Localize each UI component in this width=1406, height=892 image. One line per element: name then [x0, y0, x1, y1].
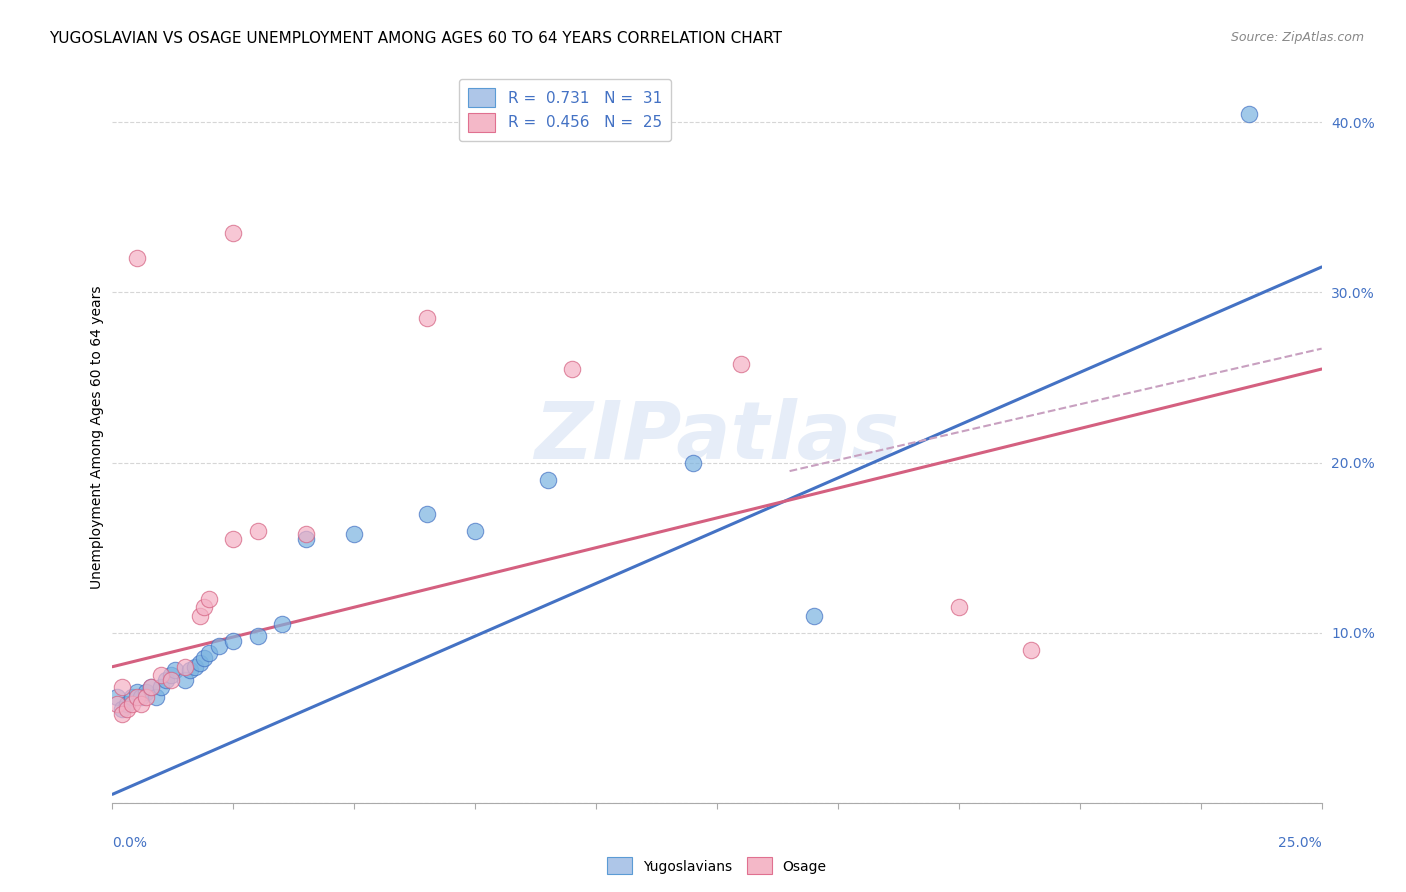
Point — [188, 657, 211, 671]
Point — [125, 690, 148, 705]
Point — [159, 673, 181, 688]
Point — [948, 600, 970, 615]
Point — [246, 524, 269, 538]
Point — [111, 707, 134, 722]
Point — [183, 659, 205, 673]
Point — [111, 680, 134, 694]
Point — [416, 311, 439, 326]
Y-axis label: Unemployment Among Ages 60 to 64 years: Unemployment Among Ages 60 to 64 years — [90, 285, 104, 589]
Point — [115, 702, 138, 716]
Point — [222, 634, 245, 648]
Point — [1237, 107, 1260, 121]
Point — [141, 680, 163, 694]
Point — [295, 527, 318, 541]
Point — [135, 685, 157, 699]
Point — [121, 690, 143, 705]
Point — [179, 663, 201, 677]
Point — [131, 697, 153, 711]
Point — [222, 226, 245, 240]
Point — [295, 532, 318, 546]
Point — [155, 673, 177, 688]
Point — [145, 690, 167, 705]
Text: 0.0%: 0.0% — [112, 836, 148, 850]
Point — [193, 600, 215, 615]
Point — [561, 362, 583, 376]
Point — [111, 702, 134, 716]
Point — [682, 456, 704, 470]
Text: YUGOSLAVIAN VS OSAGE UNEMPLOYMENT AMONG AGES 60 TO 64 YEARS CORRELATION CHART: YUGOSLAVIAN VS OSAGE UNEMPLOYMENT AMONG … — [49, 31, 782, 46]
Point — [246, 629, 269, 643]
Point — [141, 680, 163, 694]
Point — [198, 646, 221, 660]
Point — [115, 697, 138, 711]
Point — [131, 690, 153, 705]
Point — [135, 690, 157, 705]
Point — [198, 591, 221, 606]
Text: 25.0%: 25.0% — [1278, 836, 1322, 850]
Point — [125, 252, 148, 266]
Point — [416, 507, 439, 521]
Point — [121, 697, 143, 711]
Point — [159, 668, 181, 682]
Text: ZIPatlas: ZIPatlas — [534, 398, 900, 476]
Point — [105, 697, 128, 711]
Point — [174, 659, 197, 673]
Point — [193, 651, 215, 665]
Point — [208, 640, 231, 654]
Point — [803, 608, 825, 623]
Legend: Yugoslavians, Osage: Yugoslavians, Osage — [602, 852, 832, 880]
Point — [730, 357, 752, 371]
Point — [270, 617, 292, 632]
Point — [222, 532, 245, 546]
Point — [149, 680, 172, 694]
Point — [149, 668, 172, 682]
Point — [174, 673, 197, 688]
Text: Source: ZipAtlas.com: Source: ZipAtlas.com — [1230, 31, 1364, 45]
Point — [464, 524, 486, 538]
Point — [188, 608, 211, 623]
Point — [125, 685, 148, 699]
Point — [105, 690, 128, 705]
Point — [165, 663, 187, 677]
Point — [1021, 642, 1043, 657]
Point — [537, 473, 560, 487]
Point — [343, 527, 366, 541]
